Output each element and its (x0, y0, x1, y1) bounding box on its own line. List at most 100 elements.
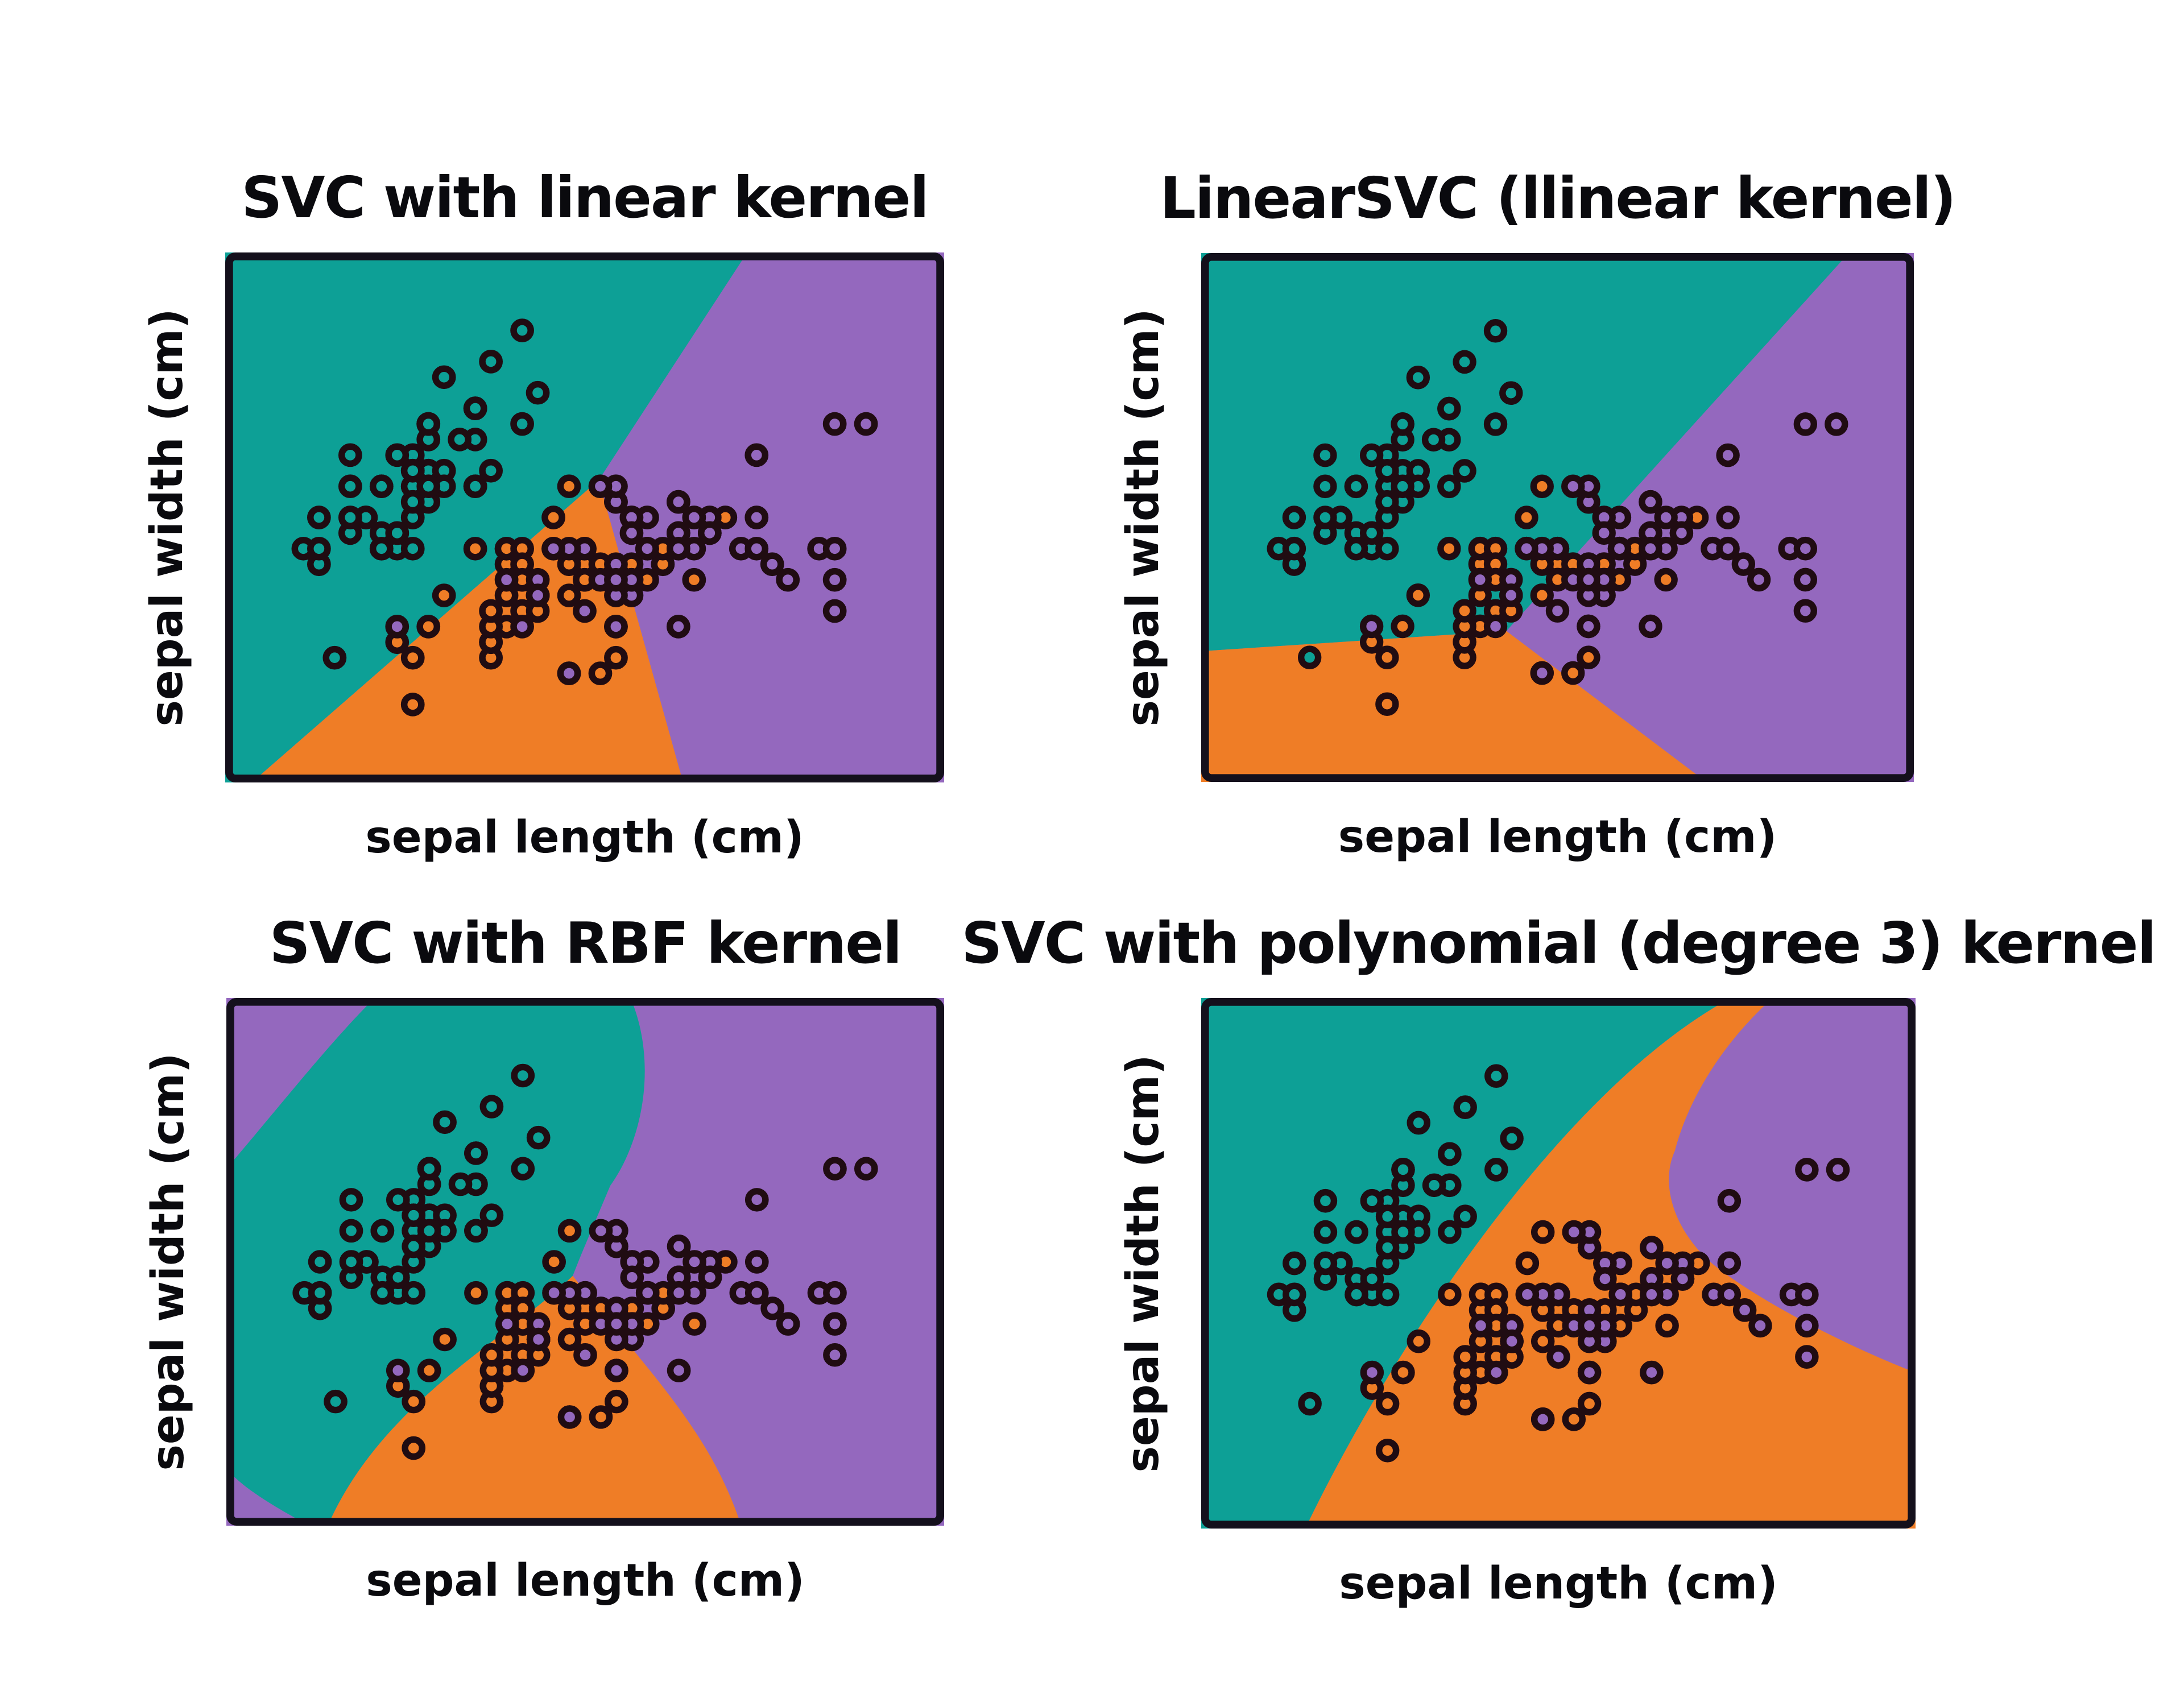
data-point-class-1 (1577, 645, 1600, 669)
data-point-class-0 (338, 443, 362, 467)
data-point-class-0 (1344, 536, 1368, 561)
data-point-class-0 (1453, 1095, 1477, 1119)
subplot-svc-rbf: SVC with RBF kernel sepal width (cm) sep… (143, 910, 944, 1606)
data-point-class-1 (1407, 1329, 1431, 1353)
data-point-class-2 (667, 1234, 691, 1258)
data-point-class-2 (823, 1157, 847, 1181)
data-point-class-1 (416, 615, 441, 639)
data-point-class-1 (1437, 536, 1461, 561)
data-point-class-2 (744, 1250, 769, 1274)
data-point-class-2 (1640, 1360, 1664, 1385)
data-point-class-0 (1375, 459, 1399, 483)
data-point-class-2 (823, 1312, 847, 1336)
data-point-class-0 (511, 1063, 535, 1088)
data-point-class-1 (1530, 474, 1554, 499)
data-point-class-0 (1438, 1142, 1462, 1166)
data-point-class-2 (744, 1188, 769, 1212)
data-point-class-2 (1593, 1267, 1617, 1291)
data-point-class-0 (510, 412, 534, 436)
data-point-class-2 (1795, 1314, 1819, 1338)
data-point-class-1 (479, 1343, 504, 1367)
data-point-class-2 (573, 599, 597, 623)
data-point-class-1 (1375, 645, 1399, 669)
data-point-class-2 (760, 552, 784, 577)
data-point-class-2 (1793, 412, 1818, 436)
data-point-class-2 (1716, 443, 1740, 467)
plot-frame (1201, 253, 1914, 782)
data-point-class-2 (822, 412, 847, 436)
data-point-class-2 (510, 615, 534, 639)
data-point-class-2 (666, 536, 690, 561)
data-point-class-2 (854, 412, 878, 436)
data-point-class-2 (1732, 1298, 1757, 1322)
data-point-class-0 (1283, 1282, 1306, 1307)
data-point-class-1 (557, 583, 581, 607)
data-point-class-2 (682, 506, 706, 529)
data-point-class-2 (776, 1312, 800, 1336)
data-point-class-0 (416, 412, 441, 436)
data-point-class-2 (744, 506, 769, 529)
data-point-class-0 (369, 536, 394, 561)
data-point-class-1 (589, 1405, 613, 1429)
data-point-class-0 (1391, 1220, 1415, 1244)
data-point-class-0 (463, 396, 487, 420)
data-point-class-0 (1375, 1282, 1400, 1307)
subplot-svc-poly: SVC with polynomial (degree 3) kernel se… (961, 910, 2157, 1609)
data-point-class-2 (1825, 412, 1848, 436)
data-point-class-0 (1484, 1157, 1508, 1182)
data-point-class-2 (542, 1281, 566, 1305)
data-point-class-2 (1747, 568, 1771, 592)
data-point-class-2 (822, 599, 847, 623)
data-point-class-2 (1607, 536, 1632, 561)
data-point-class-1 (682, 1312, 706, 1336)
data-point-class-1 (432, 583, 456, 607)
data-point-class-2 (1530, 661, 1554, 685)
data-point-class-0 (1483, 318, 1508, 343)
data-point-class-2 (1655, 1251, 1679, 1275)
data-point-class-1 (1391, 614, 1414, 639)
data-point-class-2 (698, 1265, 722, 1290)
data-point-class-0 (1453, 1204, 1477, 1229)
data-point-class-2 (557, 1405, 582, 1429)
data-point-class-0 (1345, 1220, 1368, 1244)
data-point-class-0 (1313, 1220, 1338, 1244)
data-point-class-0 (308, 1281, 332, 1305)
x-axis-label: sepal length (cm) (1338, 811, 1777, 863)
data-point-class-0 (386, 1188, 410, 1212)
svc-rbf-plot-canvas (226, 998, 944, 1526)
data-point-class-0 (339, 1250, 363, 1274)
data-point-class-1 (542, 1250, 566, 1274)
subplot-title: SVC with linear kernel (241, 164, 929, 231)
data-point-class-0 (1360, 1267, 1384, 1291)
data-point-class-0 (510, 318, 534, 342)
data-point-class-0 (1437, 474, 1461, 499)
data-point-class-0 (1359, 521, 1384, 545)
subplot-title: SVC with RBF kernel (269, 910, 903, 976)
data-point-class-0 (370, 1219, 395, 1243)
data-point-class-2 (667, 1281, 691, 1305)
decision-region-teal (225, 252, 747, 782)
data-point-class-0 (1391, 412, 1414, 436)
data-point-class-2 (822, 568, 847, 592)
data-point-class-1 (1391, 1360, 1415, 1385)
data-point-class-1 (463, 536, 487, 561)
decision-region-teal (1201, 998, 1731, 1529)
y-axis-label: sepal width (cm) (142, 308, 193, 727)
data-point-class-2 (541, 536, 565, 561)
svc-linear-plot-canvas (225, 252, 944, 782)
data-point-class-0 (479, 1095, 504, 1119)
data-point-class-2 (822, 536, 847, 561)
data-point-class-1 (1655, 1314, 1679, 1338)
data-point-class-2 (776, 568, 800, 592)
data-point-class-0 (370, 1281, 395, 1305)
y-axis-label: sepal width (cm) (1118, 308, 1169, 727)
data-point-class-2 (1654, 506, 1678, 529)
data-point-class-2 (1795, 1157, 1819, 1182)
data-point-class-2 (1795, 1345, 1819, 1369)
data-point-class-2 (1592, 521, 1616, 545)
data-point-class-1 (541, 506, 565, 529)
data-point-class-2 (1639, 490, 1662, 514)
data-point-class-0 (433, 1110, 457, 1134)
data-point-class-1 (402, 1389, 426, 1414)
data-point-class-2 (1577, 1360, 1602, 1385)
